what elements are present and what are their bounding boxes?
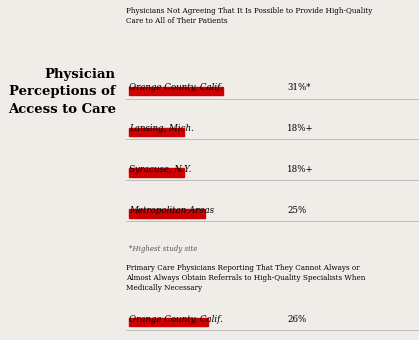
Bar [129, 318, 208, 326]
Text: Physicians Not Agreeing That It Is Possible to Provide High-Quality
Care to All : Physicians Not Agreeing That It Is Possi… [126, 7, 372, 25]
Bar [129, 128, 184, 136]
Text: Metropolitan Areas: Metropolitan Areas [129, 206, 214, 215]
Bar [129, 87, 223, 95]
Text: 26%: 26% [287, 314, 306, 323]
Text: Orange County, Calif.: Orange County, Calif. [129, 314, 222, 323]
Text: Lansing, Mich.: Lansing, Mich. [129, 124, 194, 133]
Bar [129, 168, 184, 177]
Text: Physician
Perceptions of
Access to Care: Physician Perceptions of Access to Care [8, 68, 116, 116]
Text: Syracuse, N.Y.: Syracuse, N.Y. [129, 165, 191, 174]
Bar [129, 209, 205, 218]
Text: 18%+: 18%+ [287, 165, 314, 174]
Text: 18%+: 18%+ [287, 124, 314, 133]
Text: 25%: 25% [287, 206, 306, 215]
Text: *Highest study site: *Highest study site [129, 245, 197, 253]
Text: Primary Care Physicians Reporting That They Cannot Always or
Almost Always Obtai: Primary Care Physicians Reporting That T… [126, 264, 365, 292]
Text: Orange County, Calif.: Orange County, Calif. [129, 83, 222, 92]
Text: 31%*: 31%* [287, 83, 310, 92]
